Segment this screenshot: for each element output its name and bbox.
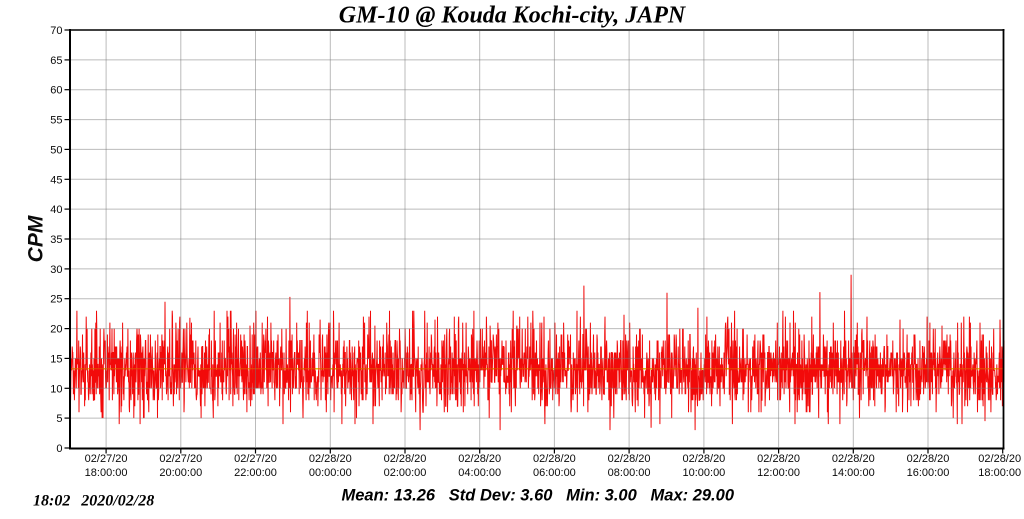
svg-text:02/28/20: 02/28/20: [978, 453, 1021, 465]
svg-text:06:00:00: 06:00:00: [533, 467, 576, 479]
svg-text:02/28/20: 02/28/20: [757, 453, 800, 465]
svg-text:0: 0: [56, 443, 62, 455]
svg-text:CPM: CPM: [25, 215, 48, 262]
svg-text:50: 50: [50, 144, 62, 156]
svg-text:02/28/20: 02/28/20: [533, 453, 576, 465]
svg-text:04:00:00: 04:00:00: [458, 467, 501, 479]
svg-text:02/28/20: 02/28/20: [608, 453, 651, 465]
svg-text:20: 20: [50, 324, 62, 336]
svg-text:02/27/20: 02/27/20: [85, 453, 128, 465]
svg-text:12:00:00: 12:00:00: [757, 467, 800, 479]
svg-text:16:00:00: 16:00:00: [907, 467, 950, 479]
svg-text:18:02: 18:02: [33, 493, 70, 510]
svg-text:2020/02/28: 2020/02/28: [80, 493, 154, 510]
svg-text:02/27/20: 02/27/20: [234, 453, 277, 465]
svg-text:18:00:00: 18:00:00: [978, 467, 1021, 479]
svg-text:30: 30: [50, 264, 62, 276]
svg-text:45: 45: [50, 174, 62, 186]
svg-text:20:00:00: 20:00:00: [159, 467, 202, 479]
svg-text:5: 5: [56, 413, 62, 425]
svg-text:10:00:00: 10:00:00: [682, 467, 725, 479]
svg-text:15: 15: [50, 353, 62, 365]
svg-text:02/28/20: 02/28/20: [384, 453, 427, 465]
svg-text:08:00:00: 08:00:00: [608, 467, 651, 479]
svg-text:25: 25: [50, 294, 62, 306]
svg-text:65: 65: [50, 55, 62, 67]
svg-text:02/28/20: 02/28/20: [309, 453, 352, 465]
svg-text:18:00:00: 18:00:00: [85, 467, 128, 479]
svg-text:22:00:00: 22:00:00: [234, 467, 277, 479]
svg-text:02/28/20: 02/28/20: [832, 453, 875, 465]
svg-text:55: 55: [50, 115, 62, 127]
svg-text:Mean: 13.26 Std Dev: 3.60: Mean: 13.26 Std Dev: 3.60 Min: 3.00 Max:…: [342, 487, 735, 505]
svg-text:02/28/20: 02/28/20: [458, 453, 501, 465]
svg-text:40: 40: [50, 204, 62, 216]
svg-text:14:00:00: 14:00:00: [832, 467, 875, 479]
svg-text:02/28/20: 02/28/20: [682, 453, 725, 465]
svg-text:35: 35: [50, 234, 62, 246]
svg-text:GM-10 @ Kouda Kochi-city, JAPN: GM-10 @ Kouda Kochi-city, JAPN: [339, 3, 687, 29]
svg-text:10: 10: [50, 383, 62, 395]
svg-text:02/27/20: 02/27/20: [159, 453, 202, 465]
svg-text:60: 60: [50, 85, 62, 97]
svg-text:02:00:00: 02:00:00: [384, 467, 427, 479]
svg-text:70: 70: [50, 25, 62, 37]
svg-text:02/28/20: 02/28/20: [907, 453, 950, 465]
svg-text:00:00:00: 00:00:00: [309, 467, 352, 479]
